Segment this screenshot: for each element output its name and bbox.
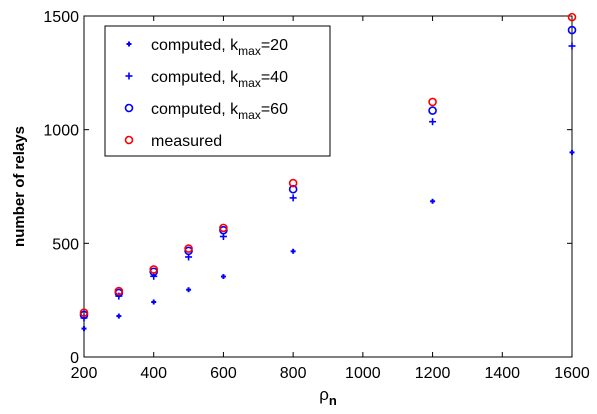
data-point — [114, 286, 124, 296]
legend-marker — [124, 103, 134, 113]
legend-label: computed, kmax=40 — [151, 69, 288, 90]
x-tick-label: 200 — [71, 365, 98, 382]
data-point — [288, 184, 298, 194]
legend-entry: computed, kmax=40 — [125, 69, 288, 90]
data-point — [81, 326, 87, 332]
legend-marker — [125, 72, 133, 80]
data-point — [429, 118, 437, 126]
x-tick-label: 1200 — [415, 365, 451, 382]
data-point — [288, 178, 298, 188]
legend-label: measured — [151, 133, 222, 150]
axis-labels: ρn number of relays — [11, 126, 337, 408]
data-point — [428, 97, 437, 107]
x-tick-label: 800 — [280, 365, 307, 382]
legend-box — [104, 25, 331, 157]
legend: computed, kmax=20 computed, kmax=40 comput… — [104, 25, 331, 157]
legend-label: computed, kmax=20 — [151, 37, 288, 58]
legend-label: computed, kmax=60 — [151, 101, 288, 122]
data-marks — [79, 12, 577, 332]
series-1 — [81, 149, 575, 332]
legend-entry: measured — [124, 133, 222, 150]
data-point — [150, 272, 158, 280]
y-tick-label: 1500 — [43, 9, 79, 26]
data-point — [219, 223, 228, 233]
y-axis-label: number of relays — [11, 126, 28, 247]
legend-marker — [126, 41, 132, 47]
data-point — [568, 42, 576, 50]
axes: 200 400 600 800 1000 1200 1400 1600 0 500 1000 1500 — [43, 9, 589, 382]
y-tick-label: 1000 — [43, 123, 79, 140]
x-tick-label: 1000 — [345, 365, 381, 382]
y-tick-label: 500 — [52, 236, 79, 253]
x-tick-label: 400 — [140, 365, 167, 382]
y-tick-label: 0 — [70, 350, 79, 367]
data-point — [149, 265, 159, 274]
x-tick-label: 1600 — [554, 365, 590, 382]
data-point — [428, 106, 437, 115]
x-axis-label: ρn — [319, 385, 337, 408]
data-point — [567, 12, 577, 22]
legend-entry: computed, kmax=20 — [126, 37, 288, 58]
data-point — [289, 194, 297, 202]
data-point — [186, 287, 192, 293]
data-point — [116, 313, 122, 319]
data-point — [151, 299, 157, 305]
data-point — [184, 244, 193, 253]
x-tick-label: 1400 — [484, 365, 520, 382]
data-point — [220, 274, 226, 280]
legend-entry: computed, kmax=60 — [124, 101, 288, 122]
data-point — [569, 149, 575, 155]
data-point — [567, 25, 577, 35]
legend-marker — [124, 135, 134, 145]
data-point — [79, 308, 89, 317]
data-point — [430, 198, 436, 204]
data-point — [290, 248, 296, 254]
x-tick-label: 600 — [210, 365, 237, 382]
series-4 — [79, 12, 577, 317]
